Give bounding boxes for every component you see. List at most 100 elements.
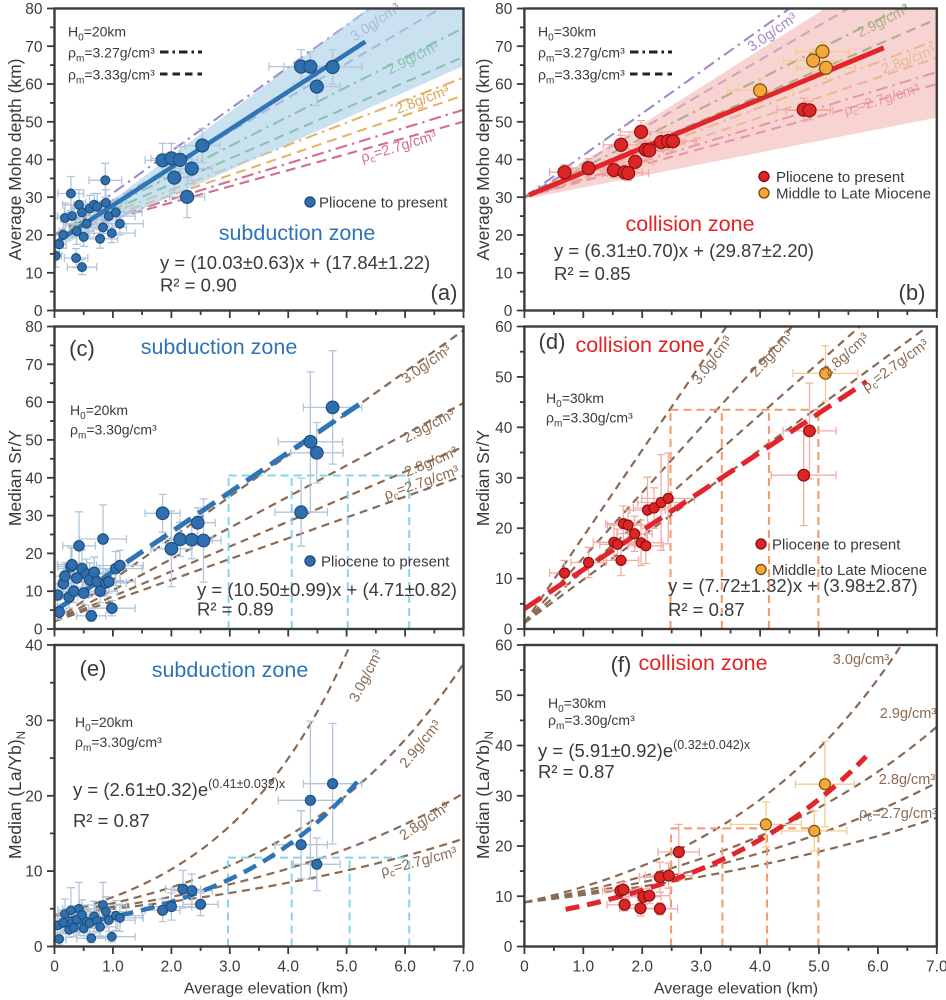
svg-text:ρm=3.30g/cm³: ρm=3.30g/cm³ [75, 734, 162, 754]
svg-text:80: 80 [25, 1, 43, 18]
svg-text:20: 20 [495, 839, 513, 856]
svg-text:50: 50 [25, 432, 43, 449]
svg-text:ρm=3.30g/cm³: ρm=3.30g/cm³ [548, 712, 635, 732]
svg-text:30: 30 [495, 470, 513, 487]
svg-text:y = (7.72±1.32)x + (3.98±2.87: y = (7.72±1.32)x + (3.98±2.87) [668, 575, 918, 596]
svg-text:collision zone: collision zone [625, 212, 754, 236]
svg-text:50: 50 [495, 114, 513, 131]
svg-text:ρm=3.30g/cm³: ρm=3.30g/cm³ [546, 410, 633, 430]
svg-text:4.0: 4.0 [277, 959, 299, 976]
svg-text:70: 70 [25, 357, 43, 374]
svg-text:1.0: 1.0 [573, 959, 595, 976]
svg-text:subduction zone: subduction zone [141, 335, 298, 359]
svg-text:10: 10 [495, 571, 513, 588]
svg-text:Middle to Late Miocene: Middle to Late Miocene [772, 562, 927, 579]
svg-text:subduction zone: subduction zone [152, 658, 309, 682]
svg-text:5.0: 5.0 [808, 959, 830, 976]
svg-text:10: 10 [25, 265, 43, 282]
svg-text:50: 50 [495, 688, 513, 705]
svg-text:ρm=3.33g/cm³: ρm=3.33g/cm³ [538, 67, 625, 87]
svg-text:60: 60 [25, 395, 43, 412]
svg-text:20: 20 [495, 521, 513, 538]
svg-text:Average Moho depth (km): Average Moho depth (km) [473, 58, 493, 260]
svg-text:(e): (e) [80, 656, 107, 681]
svg-text:4.0: 4.0 [749, 959, 771, 976]
svg-text:ρm=3.30g/cm³: ρm=3.30g/cm³ [70, 422, 157, 442]
svg-text:20: 20 [495, 228, 513, 245]
svg-text:0: 0 [34, 939, 43, 956]
svg-text:80: 80 [25, 319, 43, 336]
svg-text:(f): (f) [611, 652, 632, 677]
svg-text:40: 40 [25, 638, 43, 655]
svg-text:Median Sr/Y: Median Sr/Y [5, 430, 25, 527]
svg-text:0: 0 [520, 959, 529, 976]
svg-text:7.0: 7.0 [453, 959, 475, 976]
svg-text:60: 60 [25, 77, 43, 94]
svg-text:(a): (a) [431, 280, 458, 305]
svg-text:20: 20 [25, 228, 43, 245]
svg-text:70: 70 [495, 39, 513, 56]
svg-text:H0=30km: H0=30km [546, 390, 604, 410]
svg-text:2.9g/cm³: 2.9g/cm³ [880, 706, 937, 722]
svg-text:Pliocene to present: Pliocene to present [321, 554, 450, 571]
svg-text:collision zone: collision zone [575, 333, 704, 357]
svg-text:y = (6.31±0.70)x + (29.87±2.2: y = (6.31±0.70)x + (29.87±2.20) [554, 240, 814, 261]
svg-text:40: 40 [495, 152, 513, 169]
svg-text:60: 60 [495, 77, 513, 94]
svg-text:collision zone: collision zone [638, 651, 767, 675]
svg-text:80: 80 [495, 1, 513, 18]
svg-text:(c): (c) [69, 336, 95, 361]
svg-text:20: 20 [25, 546, 43, 563]
svg-text:ρm=3.27g/cm³: ρm=3.27g/cm³ [538, 45, 625, 65]
svg-text:50: 50 [25, 114, 43, 131]
svg-text:10: 10 [495, 889, 513, 906]
svg-text:10: 10 [25, 864, 43, 881]
svg-text:0: 0 [34, 622, 43, 639]
svg-text:R² = 0.87: R² = 0.87 [668, 599, 745, 620]
svg-text:Pliocene to present: Pliocene to present [772, 537, 901, 554]
svg-text:2.8g/cm³: 2.8g/cm³ [879, 772, 936, 788]
svg-text:Middle to Late Miocene: Middle to Late Miocene [776, 186, 931, 203]
svg-text:R² = 0.87: R² = 0.87 [538, 761, 615, 782]
svg-text:30: 30 [495, 190, 513, 207]
svg-text:0: 0 [504, 939, 513, 956]
svg-text:Average Moho depth (km): Average Moho depth (km) [5, 58, 25, 260]
svg-text:Median (La/Yb)N: Median (La/Yb)N [473, 731, 496, 859]
svg-text:(d): (d) [539, 329, 566, 354]
svg-text:30: 30 [25, 190, 43, 207]
svg-text:ρm=3.33g/cm³: ρm=3.33g/cm³ [68, 67, 155, 87]
svg-text:ρm=3.27g/cm³: ρm=3.27g/cm³ [68, 45, 155, 65]
svg-text:60: 60 [495, 638, 513, 655]
svg-text:30: 30 [495, 788, 513, 805]
svg-text:60: 60 [495, 319, 513, 336]
svg-text:R² = 0.87: R² = 0.87 [73, 810, 150, 831]
svg-text:R² = 0.85: R² = 0.85 [554, 263, 631, 284]
svg-text:(b): (b) [899, 280, 926, 305]
svg-text:R² = 0.89: R² = 0.89 [197, 599, 274, 620]
svg-text:Average elevation (km): Average elevation (km) [184, 981, 348, 998]
svg-text:70: 70 [25, 39, 43, 56]
svg-text:30: 30 [25, 713, 43, 730]
svg-text:subduction zone: subduction zone [219, 221, 376, 245]
svg-text:3.0: 3.0 [690, 959, 712, 976]
svg-text:Median (La/Yb)N: Median (La/Yb)N [5, 731, 28, 859]
svg-text:3.0g/cm³: 3.0g/cm³ [833, 652, 890, 668]
svg-text:y = (10.50±0.99)x + (4.71±0.8: y = (10.50±0.99)x + (4.71±0.82) [197, 579, 457, 600]
svg-text:40: 40 [495, 420, 513, 437]
svg-text:Pliocene to present: Pliocene to present [319, 195, 448, 212]
svg-text:40: 40 [25, 470, 43, 487]
svg-text:30: 30 [25, 508, 43, 525]
svg-text:2.0: 2.0 [161, 959, 183, 976]
svg-text:H0=30km: H0=30km [538, 24, 596, 44]
svg-text:10: 10 [25, 584, 43, 601]
svg-text:0: 0 [504, 622, 513, 639]
svg-text:40: 40 [495, 738, 513, 755]
svg-text:0: 0 [50, 959, 59, 976]
svg-text:y = (10.03±0.63)x + (17.84±1.: y = (10.03±0.63)x + (17.84±1.22) [160, 252, 430, 273]
svg-text:5.0: 5.0 [336, 959, 358, 976]
svg-text:6.0: 6.0 [394, 959, 416, 976]
svg-text:0: 0 [34, 303, 43, 320]
svg-text:7.0: 7.0 [926, 959, 946, 976]
svg-text:6.0: 6.0 [867, 959, 889, 976]
svg-text:40: 40 [25, 152, 43, 169]
